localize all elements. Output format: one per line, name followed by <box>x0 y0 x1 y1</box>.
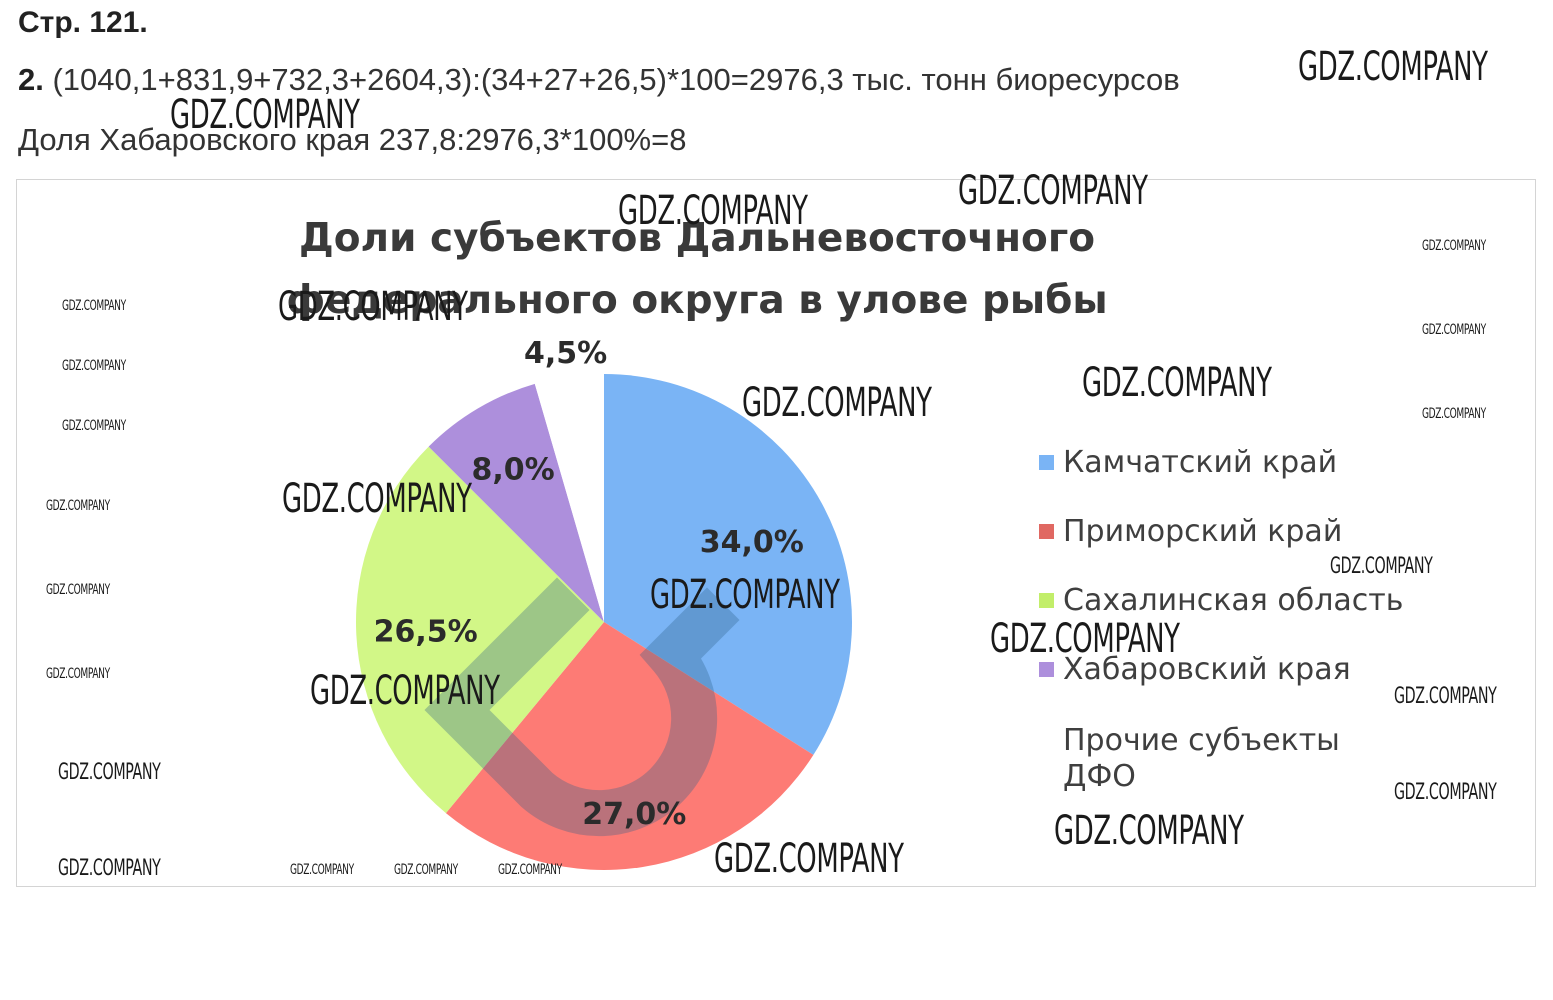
legend-swatch <box>1039 524 1054 539</box>
pie-slice-labels: 34,0% 27,0% 26,5% 8,0% 4,5% <box>374 336 804 832</box>
watermark-logo-shape <box>424 577 740 837</box>
pie-slice <box>604 374 852 755</box>
watermark: GDZ.COMPANY <box>1298 44 1488 90</box>
legend-label: Хабаровский края <box>1063 652 1351 687</box>
pie-slice <box>428 383 604 622</box>
share-calculation: Доля Хабаровского края 237,8:2976,3*100%… <box>18 122 687 157</box>
task-formula: (1040,1+831,9+732,3+2604,3):(34+27+26,5)… <box>52 62 1180 97</box>
legend-label: Камчатский край <box>1063 445 1338 480</box>
pie-slice-label: 27,0% <box>582 797 686 832</box>
legend-label: Приморский край <box>1063 514 1343 549</box>
page-heading: Стр. 121. <box>18 6 148 39</box>
pie-slice-label: 34,0% <box>700 525 804 560</box>
legend-label: Прочие субъекты ДФО <box>1063 723 1340 794</box>
legend-swatch <box>1039 662 1054 677</box>
pie-slice-label: 4,5% <box>524 336 607 371</box>
pie-slice-label: 26,5% <box>374 614 478 649</box>
pie-slice-label: 8,0% <box>472 452 555 487</box>
pie-chart: 34,0% 27,0% 26,5% 8,0% 4,5% <box>355 336 852 870</box>
task-number: 2. <box>18 62 44 97</box>
legend-swatch <box>1039 455 1054 470</box>
chart-title: Доли субъектов Дальневосточного федераль… <box>286 216 1108 323</box>
legend-swatch <box>1039 593 1054 608</box>
legend-label: Сахалинская область <box>1063 583 1404 618</box>
pie-slice <box>534 374 604 622</box>
pie-slices <box>355 374 852 870</box>
pie-slice <box>355 446 604 814</box>
task-calculation: 2. (1040,1+831,9+732,3+2604,3):(34+27+26… <box>18 62 1180 98</box>
pie-slice <box>445 622 814 870</box>
pie-chart-frame: Доли субъектов Дальневосточного федераль… <box>16 179 1536 887</box>
